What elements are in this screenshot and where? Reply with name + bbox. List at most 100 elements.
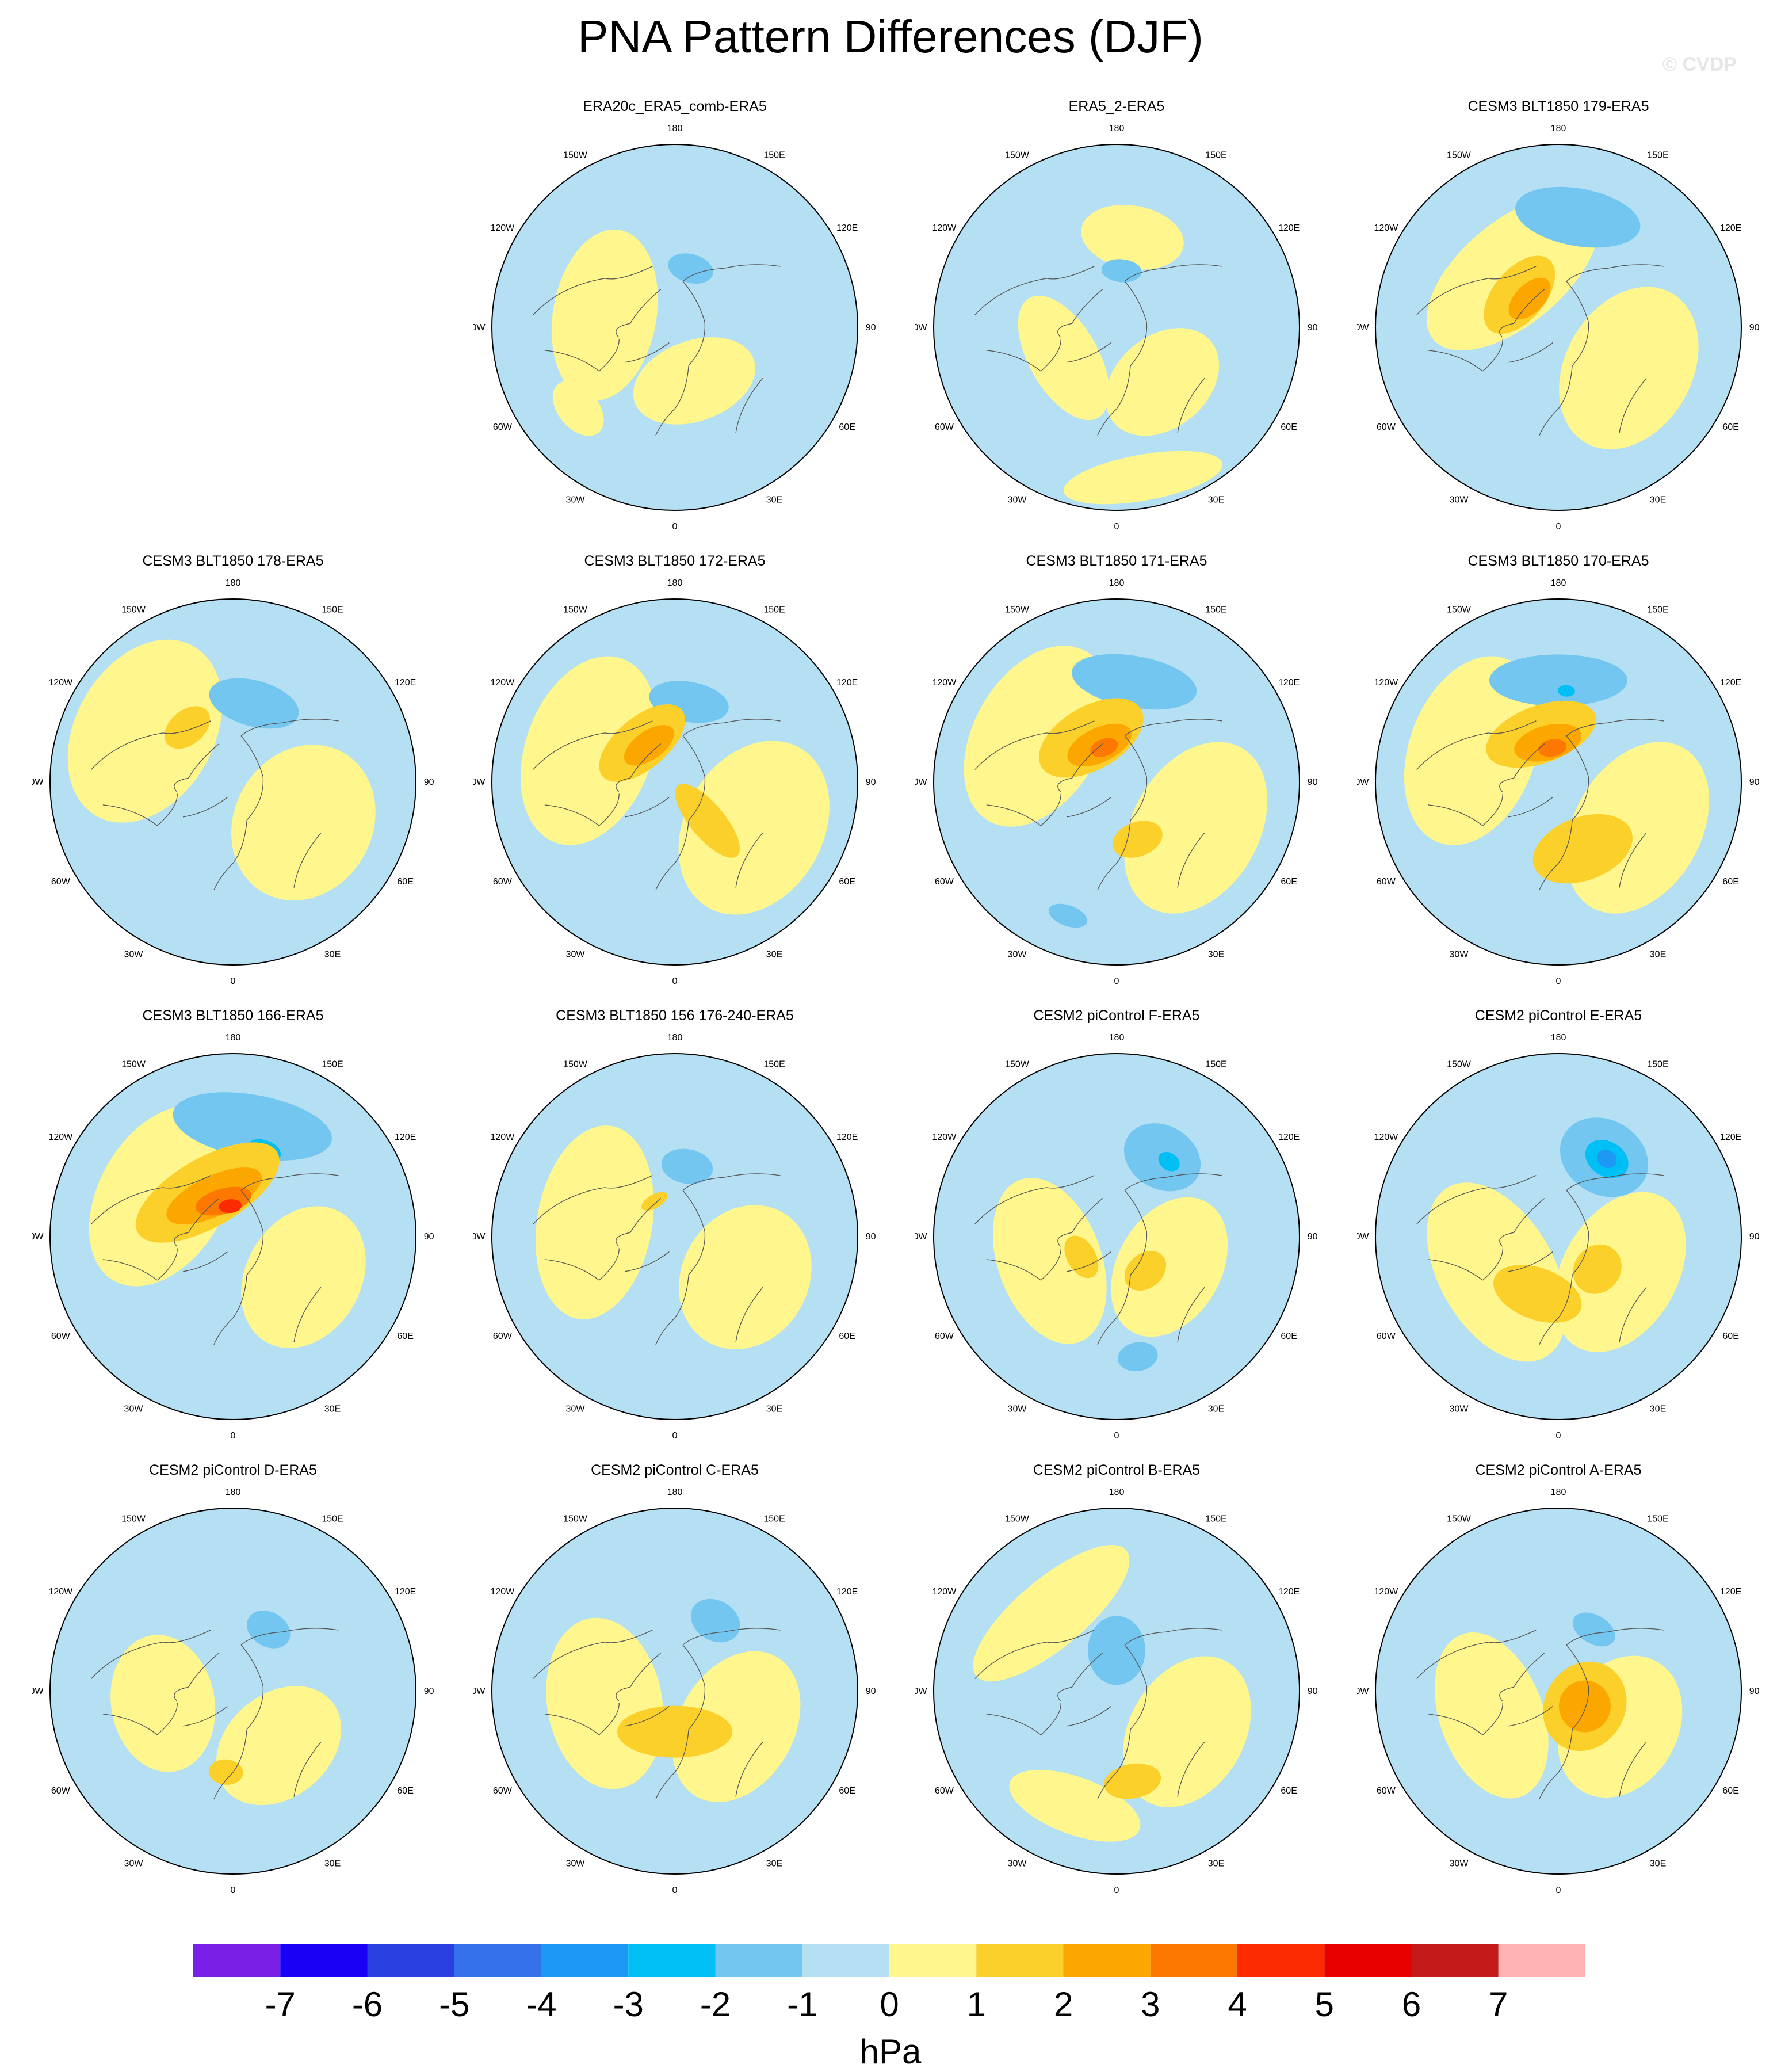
contour-region — [1558, 1680, 1611, 1733]
polar-map: 180 150E 120E 90E 60E 30E 0 30W 60W 90W 120W 150W — [915, 1033, 1318, 1441]
longitude-label: 60E — [397, 1786, 413, 1796]
contour-region — [668, 253, 713, 284]
longitude-label: 120W — [48, 678, 73, 688]
contour-region — [1573, 1612, 1615, 1647]
contour-region — [1404, 656, 1541, 845]
colorbar-tick-label: 5 — [1315, 1985, 1334, 2024]
colorbar-tick-label: 1 — [967, 1985, 986, 2024]
longitude-label: 90W — [32, 1232, 44, 1242]
longitude-label: 60E — [1722, 422, 1738, 432]
longitude-label: 60W — [1377, 1331, 1396, 1341]
longitude-label: 180 — [667, 1487, 683, 1497]
contour-region — [1557, 685, 1575, 697]
longitude-label: 60W — [51, 1786, 71, 1796]
longitude-label: 180 — [1109, 1033, 1125, 1043]
longitude-label: 90W — [473, 1232, 486, 1242]
contour-region — [617, 1705, 732, 1758]
contour-region — [1118, 1342, 1158, 1372]
longitude-label: 150E — [1205, 1059, 1226, 1069]
longitude-label: 90W — [915, 1686, 927, 1696]
longitude-label: 30E — [324, 950, 341, 960]
longitude-label: 180 — [226, 1487, 241, 1497]
longitude-label: 120E — [1720, 223, 1741, 233]
longitude-label: 30W — [124, 1405, 144, 1414]
map-border — [49, 598, 416, 966]
colorbar: -7 -6 -5 -4 -3 -2 -1 0 1 2 3 4 5 6 7 — [193, 1944, 1585, 2024]
longitude-label: 60E — [839, 1786, 855, 1796]
longitude-label: 120E — [836, 1132, 858, 1142]
map-border — [491, 598, 858, 966]
contour-region — [247, 1611, 291, 1649]
contour-region — [1105, 328, 1220, 436]
longitude-label: 180 — [1551, 1033, 1566, 1043]
contour-region — [1532, 814, 1633, 884]
coastlines — [533, 1173, 781, 1345]
panel-title: CESM3 BLT1850 172-ERA5 — [584, 553, 766, 569]
coastlines — [974, 1628, 1222, 1800]
longitude-label: 120W — [48, 1132, 73, 1142]
panel-title: CESM2 piControl F-ERA5 — [1033, 1008, 1200, 1024]
map-background — [492, 144, 858, 510]
longitude-label: 120E — [1278, 678, 1300, 688]
panel-title: CESM3 BLT1850 179-ERA5 — [1467, 98, 1649, 115]
longitude-label: 0 — [1556, 1431, 1561, 1441]
contour-region — [973, 1545, 1130, 1682]
contour-region — [633, 337, 755, 425]
contour-region — [641, 1192, 668, 1211]
map-background — [50, 1508, 416, 1874]
longitude-label: 60E — [1722, 1331, 1738, 1341]
longitude-label: 150W — [563, 150, 588, 160]
longitude-label: 90E — [1749, 777, 1760, 787]
longitude-label: 150E — [1647, 1059, 1668, 1069]
polar-map: 180 150E 120E 90E 60E 30E 0 30W 60W 90W 120W 150W — [1357, 1487, 1760, 1895]
longitude-label: 0 — [1114, 522, 1119, 532]
map-border — [933, 144, 1300, 511]
longitude-label: 90E — [1308, 1232, 1318, 1242]
longitude-label: 30W — [1450, 1405, 1469, 1414]
longitude-label: 180 — [1109, 1487, 1125, 1497]
map-panel: CESM3 BLT1850 178-ERA5 180 150E 120E 90E 60E 3… — [32, 552, 434, 990]
colorbar-tick-label: -1 — [787, 1985, 817, 2024]
panel-title: CESM2 piControl B-ERA5 — [1033, 1462, 1201, 1478]
longitude-label: 90E — [1308, 777, 1318, 787]
contour-region — [1124, 742, 1268, 914]
contour-region — [679, 1205, 812, 1349]
map-panel: CESM2 piControl F-ERA5 180 150E 120E 90E 60E 3… — [915, 1007, 1318, 1444]
contour-region — [1111, 1197, 1228, 1337]
longitude-label: 120W — [932, 1587, 957, 1597]
longitude-label: 30E — [766, 1405, 782, 1414]
coastlines — [91, 1628, 339, 1800]
longitude-label: 30W — [1008, 1859, 1027, 1869]
map-border — [933, 598, 1300, 966]
polar-map: 180 150E 120E 90E 60E 30E 0 30W 60W 90W 120W 150W — [32, 1033, 434, 1441]
longitude-label: 120E — [395, 1587, 416, 1597]
colorbar-swatch — [889, 1944, 977, 1977]
longitude-label: 60E — [1281, 877, 1297, 887]
colorbar-tick-label: 0 — [880, 1985, 899, 2024]
colorbar-swatch — [976, 1944, 1064, 1977]
map-panel: CESM3 BLT1850 170-ERA5 180 150E 120E 90E 60E 3… — [1357, 552, 1760, 990]
longitude-label: 120E — [395, 1132, 416, 1142]
contour-region — [1508, 277, 1551, 320]
page-title: PNA Pattern Differences (DJF) — [578, 11, 1203, 62]
longitude-label: 120E — [1720, 1132, 1741, 1142]
longitude-label: 90W — [473, 777, 486, 787]
longitude-label: 150W — [121, 1514, 146, 1524]
contour-region — [1493, 1265, 1582, 1323]
contour-region — [208, 1759, 243, 1785]
longitude-label: 60E — [839, 877, 855, 887]
longitude-label: 180 — [667, 1033, 683, 1043]
longitude-label: 60W — [493, 877, 513, 887]
panel-title: CESM2 piControl E-ERA5 — [1474, 1008, 1642, 1024]
longitude-label: 30W — [1008, 950, 1027, 960]
longitude-label: 180 — [1109, 578, 1125, 588]
longitude-label: 180 — [226, 578, 241, 588]
contour-region — [1104, 1763, 1161, 1799]
longitude-label: 120E — [836, 223, 858, 233]
polar-map: 180 150E 120E 90E 60E 30E 0 30W 60W 90W 120W 150W — [915, 124, 1318, 532]
longitude-label: 90E — [866, 1686, 876, 1696]
map-panel: CESM3 BLT1850 156 176-240-ERA5 180 150E 120… — [473, 1007, 876, 1444]
longitude-label: 0 — [672, 1431, 678, 1441]
panel-title: ERA20c_ERA5_comb-ERA5 — [583, 98, 767, 115]
contour-region — [1018, 295, 1110, 421]
